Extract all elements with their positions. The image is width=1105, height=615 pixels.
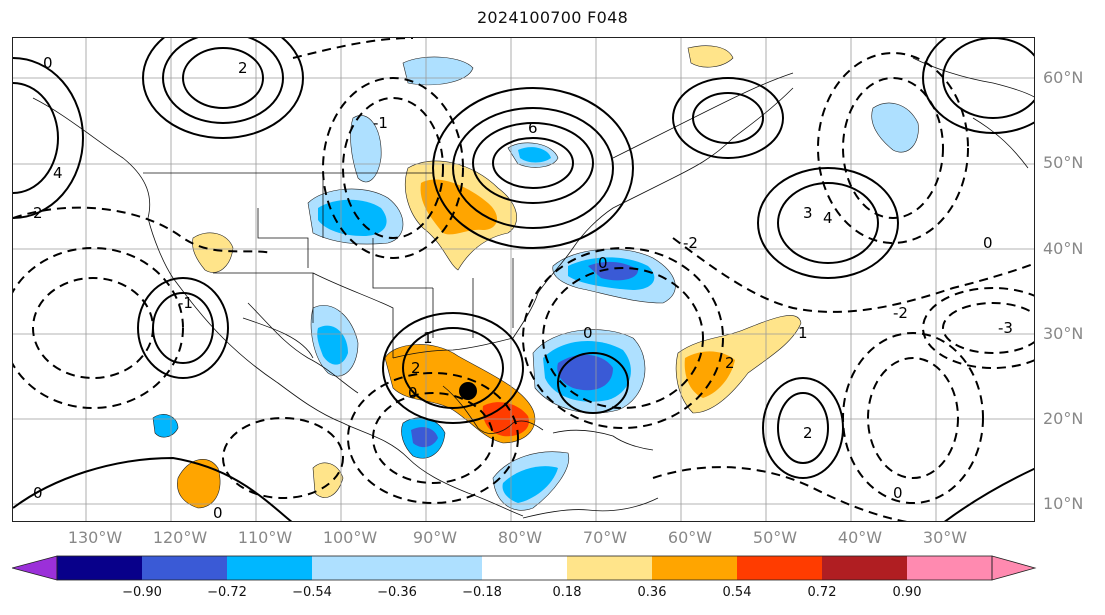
lon-label: 60°W [667,528,713,547]
cold-anomaly-centralamerica-core [502,466,558,503]
cold-anomaly-pacific [152,414,179,438]
colorbar-tick: 0.90 [892,585,922,600]
hot-anomaly-midatlantic [684,351,735,398]
weather-map: 0 2 0 0 6 2 4 2 4 3 -3 -2 1 2 2 0 0 0 0 … [12,37,1035,522]
contour-label: 1 [798,324,808,342]
contour-label: -2 [683,234,698,252]
contour-label: 2 [33,204,43,222]
colorbar-swatch [652,556,737,580]
contour-label: 2 [803,424,813,442]
lon-label: 70°W [582,528,628,547]
cold-anomaly-eastcoast-inner [588,261,638,281]
cold-anomaly-rockies [350,115,382,183]
lon-label: 30°W [922,528,968,547]
contour-label: 0 [893,484,903,502]
contour-label: -1 [373,114,388,132]
cold-anomaly-yucatan-core [411,427,438,448]
contour-label: -1 [178,294,193,312]
contour-label: 6 [528,119,538,137]
colorbar [12,555,1037,581]
contour-label: 2 [411,359,421,377]
lon-label: 110°W [237,528,293,547]
colorbar-swatch [57,556,142,580]
contour-label: 0 [213,504,223,522]
lon-label: 80°W [497,528,543,547]
lon-label: 50°W [752,528,798,547]
lon-label: 90°W [412,528,458,547]
lon-label: 100°W [322,528,378,547]
lon-label: 130°W [67,528,123,547]
lon-label: 40°W [837,528,883,547]
map-title: 2024100700 F048 [476,8,629,27]
contour-lines [13,38,1034,521]
cold-anomaly-hudson-core [518,147,551,163]
contour-label: 0 [33,484,43,502]
contour-label: -3 [998,319,1013,337]
colorbar-tick: −0.72 [207,585,247,600]
colorbar-swatch [907,556,992,580]
contour-label: 0 [43,54,53,72]
warm-anomaly-pacific [177,459,221,509]
warm-anomaly-westus [192,232,234,273]
contour-label: 0 [583,324,593,342]
colorbar-swatch [227,556,312,580]
lat-label: 10°N [1043,494,1084,513]
cold-anomaly-mexico-core [317,325,348,365]
lat-label: 20°N [1043,409,1084,428]
lon-label: 120°W [152,528,208,547]
contour-label: 3 [803,204,813,222]
dashed-contours [13,38,1034,521]
colorbar-swatch [822,556,907,580]
colorbar-low-extend [12,555,58,581]
contour-label: 0 [408,384,418,402]
cold-anomaly-northatlantic [871,102,919,153]
contour-label: 0 [598,254,608,272]
colorbar-high-extend [991,555,1037,581]
colorbar-tick: −0.90 [122,585,162,600]
warm-anomaly-greenland [687,45,734,68]
colorbar-swatch [482,556,567,580]
colorbar-swatch [737,556,822,580]
warm-anomaly-texas [408,352,435,373]
cold-anomaly-plains-core [318,199,387,236]
colorbar-swatch [567,556,652,580]
lat-label: 60°N [1043,68,1084,87]
colorbar-swatch [142,556,227,580]
colorbar-tick: −0.18 [462,585,502,600]
shaded-fields [152,45,919,511]
colorbar-tick: −0.54 [292,585,332,600]
warm-anomaly-pacific-2 [312,462,344,498]
cold-anomaly-canada [402,56,474,86]
colorbar-tick: 0.54 [722,585,752,600]
contour-label: 4 [823,209,833,227]
contour-label: 1 [423,329,433,347]
colorbar-tick: 0.36 [637,585,667,600]
contour-label: 0 [983,234,993,252]
colorbar-tick: 0.72 [807,585,837,600]
colorbar-swatch [397,556,482,580]
lat-lon-grid [13,38,1034,521]
colorbar-tick: 0.18 [552,585,582,600]
colorbar-tick: −0.36 [377,585,417,600]
hot-anomaly-greatlakes [420,179,498,235]
contour-label: 4 [53,164,63,182]
lat-label: 40°N [1043,239,1084,258]
storm-center-dot [459,382,477,400]
contour-label: -2 [893,304,908,322]
contour-labels: 0 2 0 0 6 2 4 2 4 3 -3 -2 1 2 2 0 0 0 0 … [33,54,1013,522]
contour-label: 2 [725,354,735,372]
contour-label: 2 [238,59,248,77]
map-canvas: 0 2 0 0 6 2 4 2 4 3 -3 -2 1 2 2 0 0 0 0 … [13,38,1034,522]
lat-label: 30°N [1043,324,1084,343]
lat-label: 50°N [1043,153,1084,172]
colorbar-swatch [312,556,397,580]
cold-anomaly-atlantic-inner [557,354,613,391]
